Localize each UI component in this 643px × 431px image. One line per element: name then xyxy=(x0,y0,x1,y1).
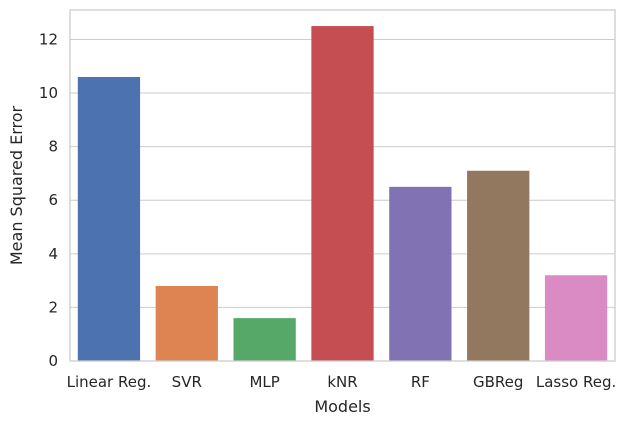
bar-mlp xyxy=(233,318,296,361)
y-tick-label: 0 xyxy=(48,352,58,370)
bar-linear-reg xyxy=(77,76,141,361)
plot-frame xyxy=(69,9,616,362)
x-tick-label: Linear Reg. xyxy=(67,373,152,391)
y-tick-label: 2 xyxy=(48,298,58,316)
bar-svr xyxy=(155,285,218,361)
y-tick-label: 12 xyxy=(39,30,58,48)
y-tick-label: 8 xyxy=(48,138,58,156)
x-tick-label: Lasso Reg. xyxy=(536,373,616,391)
bar-rf xyxy=(389,186,452,361)
y-tick-label: 4 xyxy=(48,245,58,263)
x-tick-label: kNR xyxy=(327,373,357,391)
bar-knr xyxy=(311,26,374,362)
x-tick-label: RF xyxy=(411,373,430,391)
y-tick-label: 10 xyxy=(39,84,58,102)
y-tick-labels: 0 2 4 6 8 10 12 xyxy=(39,30,58,370)
y-tick-label: 6 xyxy=(48,191,58,209)
x-axis-title: Models xyxy=(314,397,370,416)
y-axis-title: Mean Squared Error xyxy=(7,105,26,265)
bar-gbreg xyxy=(467,170,530,361)
bars xyxy=(77,26,608,362)
x-tick-label: SVR xyxy=(172,373,202,391)
x-tick-labels: Linear Reg. SVR MLP kNR RF GBReg Lasso Reg. xyxy=(67,373,617,391)
x-tick-label: GBReg xyxy=(473,373,523,391)
bar-lasso-reg xyxy=(544,275,608,361)
x-tick-label: MLP xyxy=(249,373,279,391)
